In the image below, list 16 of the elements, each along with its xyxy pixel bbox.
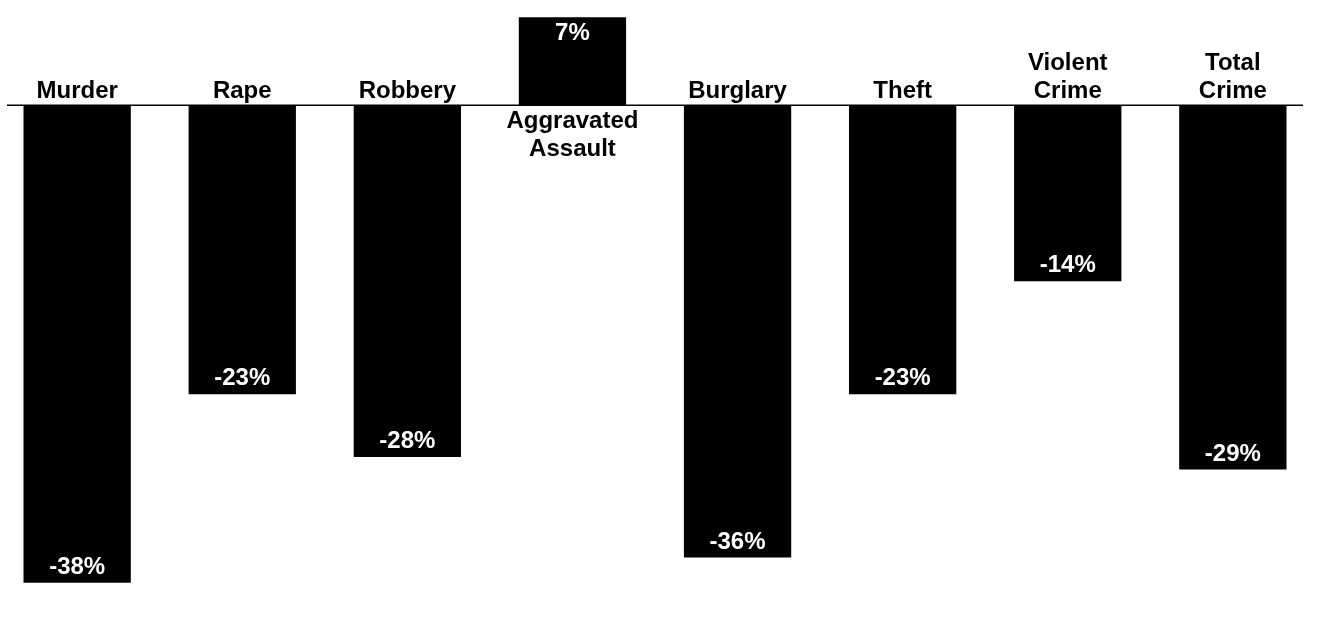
x-tick-label: Violent Crime	[1027, 48, 1108, 104]
x-tick-label: Robbery	[358, 76, 457, 104]
x-tick-label: Murder	[36, 76, 118, 104]
data-label: -23%	[874, 363, 931, 391]
data-label: -38%	[49, 551, 106, 579]
x-tick-label: Theft	[873, 76, 932, 104]
data-label: -28%	[379, 426, 436, 454]
data-label: -23%	[214, 363, 271, 391]
data-label: -14%	[1039, 250, 1096, 278]
x-tick-label: Total Crime	[1198, 48, 1267, 104]
x-tick-label: Burglary	[688, 76, 788, 104]
data-label: 7%	[555, 18, 590, 46]
data-label: -36%	[709, 526, 766, 554]
data-label: -29%	[1204, 438, 1261, 466]
x-tick-label: Aggravated Assault	[506, 106, 639, 162]
x-tick-label: Rape	[212, 76, 272, 104]
